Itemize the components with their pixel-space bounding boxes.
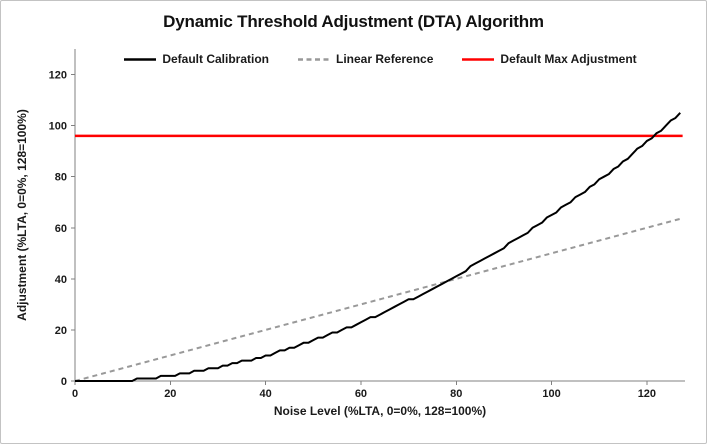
legend-item-default-max-adjustment: Default Max Adjustment	[461, 52, 637, 66]
x-tick-label: 60	[355, 388, 367, 400]
x-tick-label: 40	[260, 388, 272, 400]
y-axis-title: Adjustment (%LTA, 0=0%, 128=100%)	[15, 109, 29, 321]
legend-label: Default Calibration	[162, 52, 270, 66]
x-tick-label: 120	[638, 388, 656, 400]
legend-label: Linear Reference	[336, 52, 434, 66]
y-tick-label: 80	[55, 172, 67, 184]
x-tick-label: 20	[164, 388, 176, 400]
chart-title: Dynamic Threshold Adjustment (DTA) Algor…	[163, 12, 544, 31]
legend-swatch-solid-red-icon	[462, 57, 495, 61]
series-linear-reference	[74, 217, 681, 382]
legend-item-default-calibration: Default Calibration	[123, 52, 269, 66]
x-axis-title: Noise Level (%LTA, 0=0%, 128=100%)	[273, 404, 487, 418]
legend: Default Calibration Linear Reference Def…	[75, 52, 685, 66]
y-tick-label: 40	[55, 274, 67, 286]
y-tick-label: 20	[55, 325, 67, 337]
y-tick-label: 0	[61, 376, 67, 388]
y-tick-label: 100	[49, 121, 67, 133]
y-tick-label: 120	[49, 70, 67, 82]
x-tick-label: 0	[72, 388, 78, 400]
legend-swatch-dashed-gray-icon	[298, 57, 331, 61]
x-tick-label: 100	[542, 388, 560, 400]
legend-item-linear-reference: Linear Reference	[297, 52, 433, 66]
legend-swatch-solid-black-icon	[124, 57, 157, 61]
x-tick-label: 80	[450, 388, 462, 400]
series-default-calibration	[75, 112, 681, 382]
legend-label: Default Max Adjustment	[500, 52, 637, 66]
y-tick-label: 60	[55, 223, 67, 235]
